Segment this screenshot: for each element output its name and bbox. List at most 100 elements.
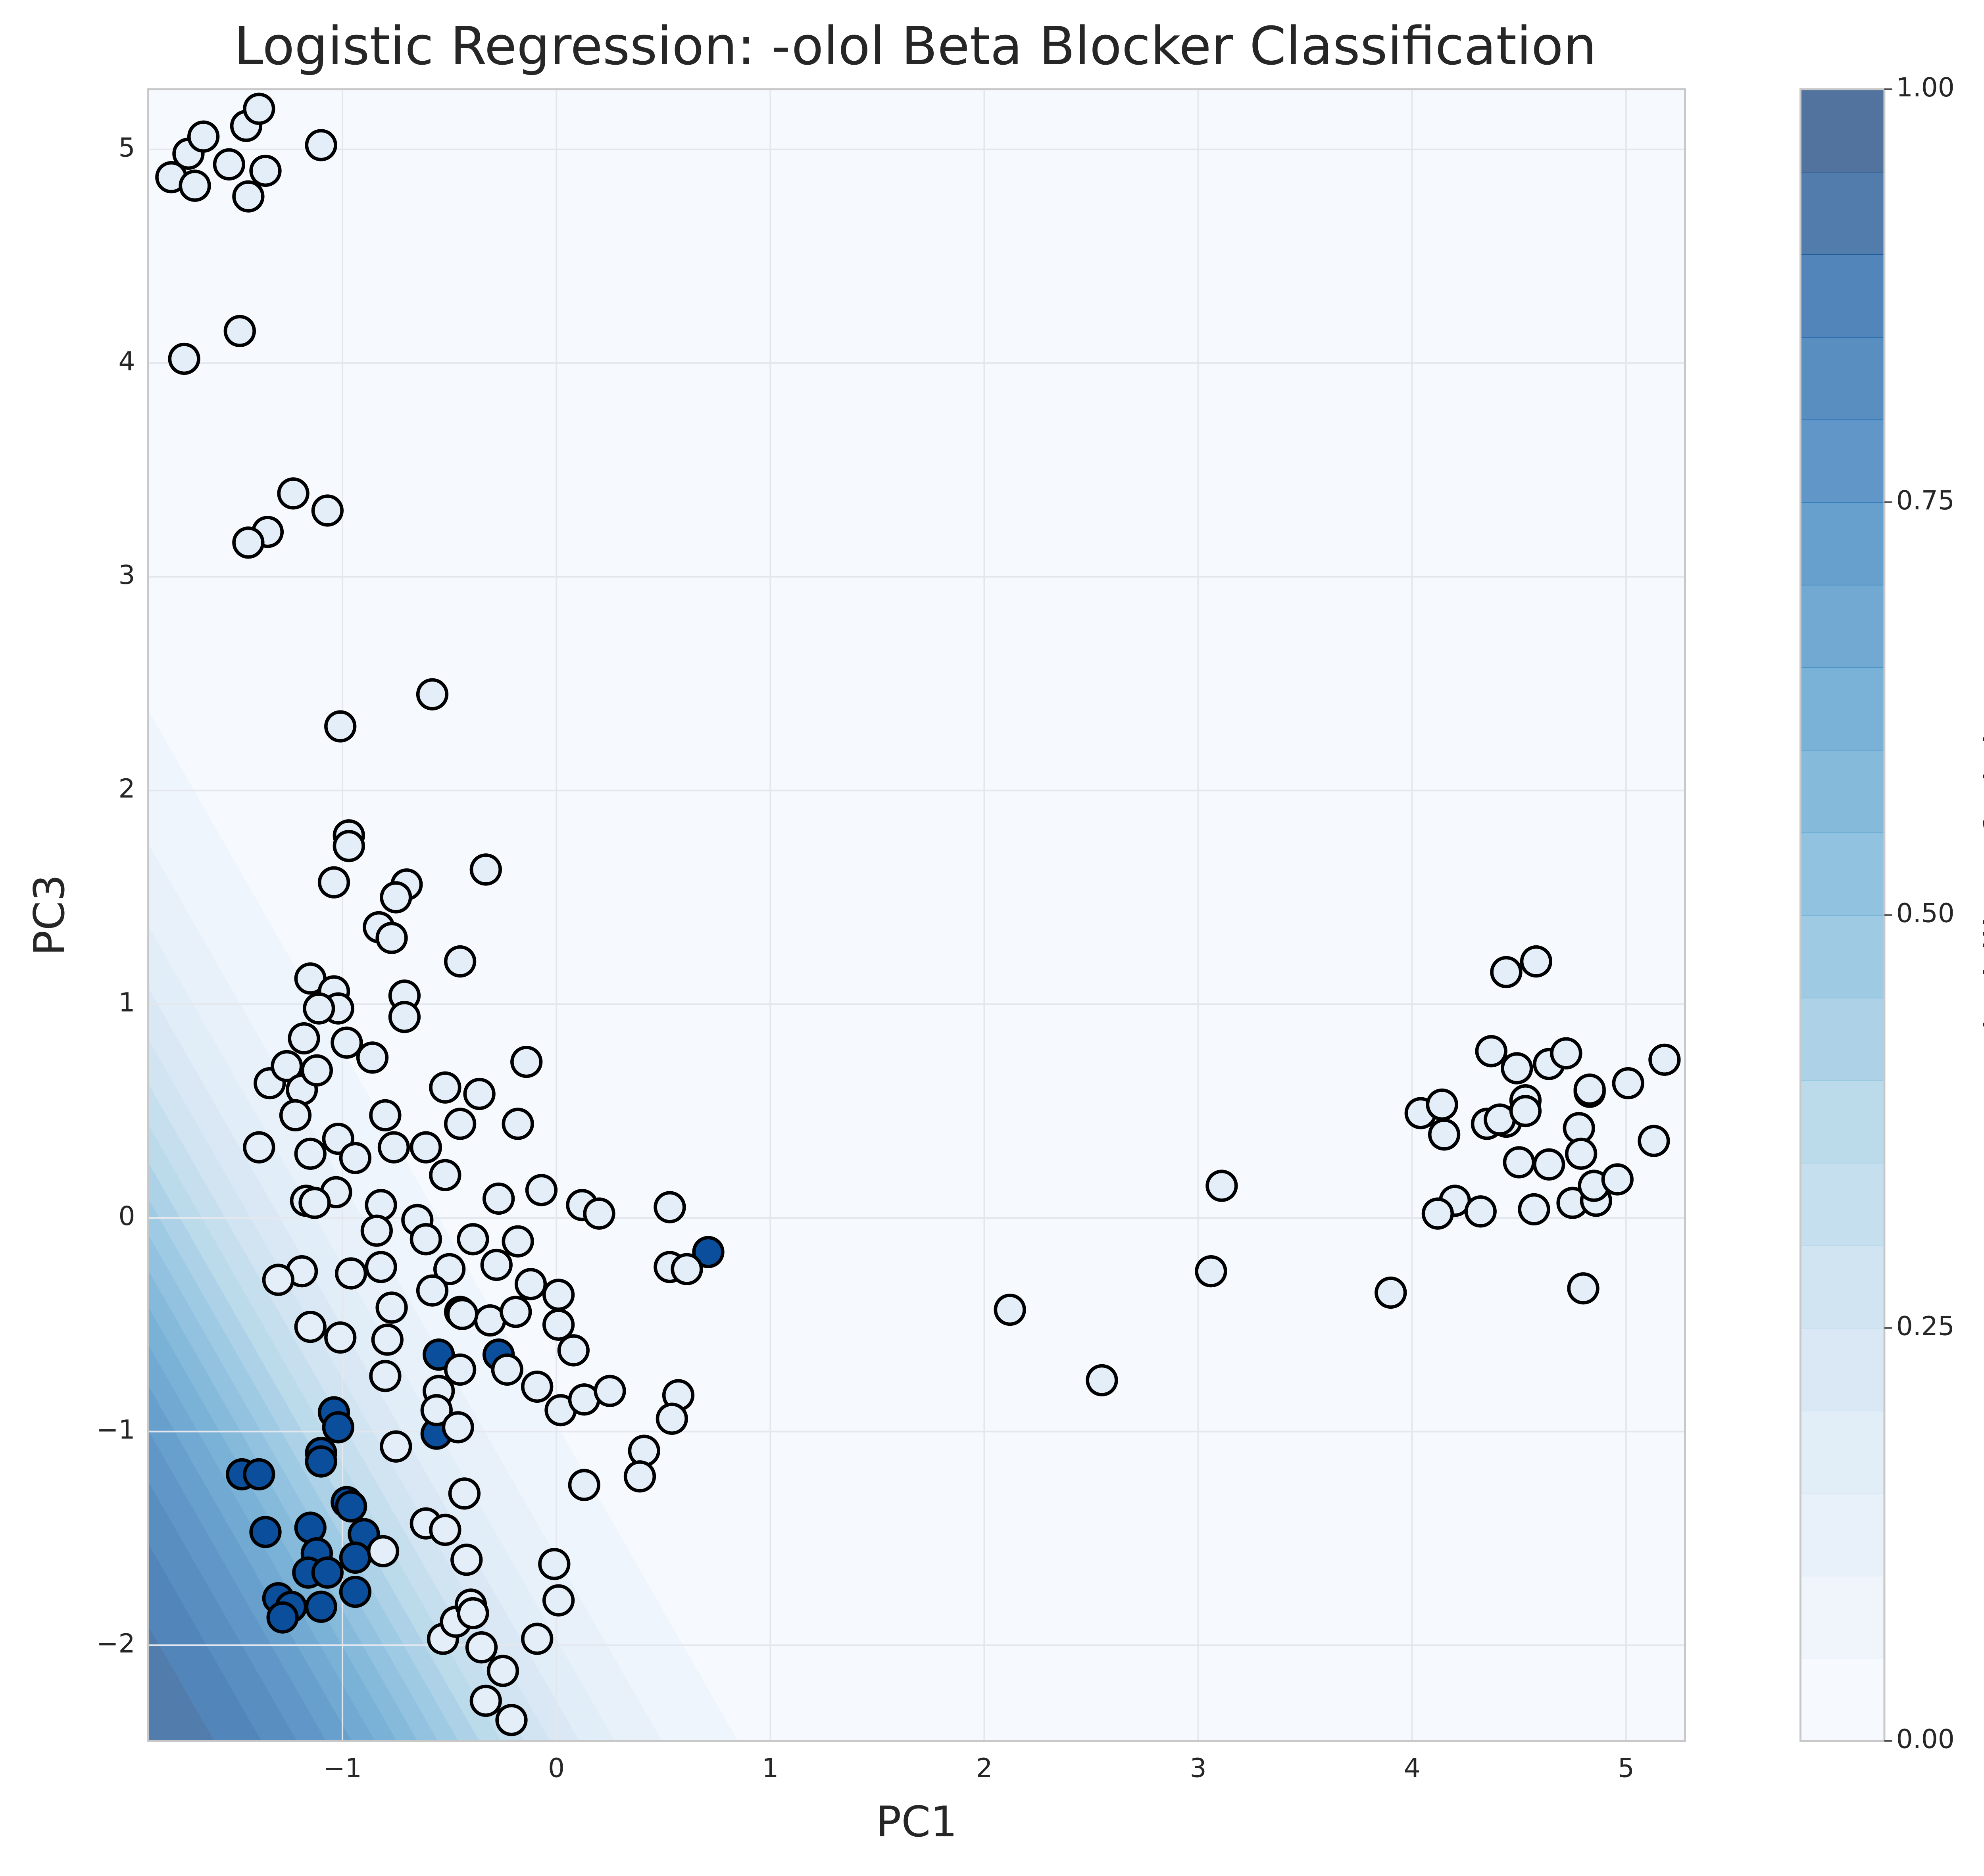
data-point	[1648, 1043, 1681, 1076]
data-point	[1503, 1146, 1535, 1179]
data-point	[469, 853, 502, 886]
data-point	[311, 494, 344, 527]
data-point	[187, 120, 220, 153]
data-point	[243, 1458, 275, 1491]
data-point	[223, 315, 256, 348]
data-point	[1573, 1073, 1606, 1106]
data-point	[1086, 1364, 1118, 1396]
data-point	[375, 1291, 408, 1324]
y-tick-label: 4	[118, 346, 135, 376]
data-point	[333, 830, 365, 862]
data-point	[367, 1535, 400, 1567]
data-point	[294, 1311, 327, 1343]
data-point	[542, 1279, 575, 1311]
data-point	[1428, 1118, 1461, 1151]
data-point	[360, 1214, 393, 1247]
x-tick-label: 3	[1190, 1753, 1207, 1783]
data-point	[303, 992, 335, 1025]
data-point	[1550, 1037, 1582, 1070]
data-point	[380, 881, 412, 914]
colorbar-band	[1800, 171, 1884, 255]
data-point	[1426, 1088, 1458, 1121]
data-point	[420, 1394, 453, 1427]
data-point	[179, 169, 211, 202]
data-point	[213, 148, 245, 180]
y-axis-label: PC3	[25, 874, 74, 956]
colorbar-tick-label: 0.75	[1896, 485, 1955, 516]
data-point	[277, 477, 310, 510]
data-point	[279, 1099, 312, 1132]
data-point	[692, 1236, 725, 1268]
colorbar-band	[1800, 915, 1884, 998]
data-point	[335, 1257, 367, 1290]
data-point	[429, 1071, 461, 1104]
data-point	[168, 342, 200, 375]
colorbar-band	[1800, 1163, 1884, 1246]
data-point	[538, 1548, 571, 1580]
x-tick-label: 2	[976, 1753, 992, 1783]
data-point	[249, 154, 282, 187]
data-point	[249, 1516, 282, 1548]
colorbar-band	[1800, 584, 1884, 668]
colorbar-band	[1800, 1245, 1884, 1329]
data-point	[365, 1189, 397, 1221]
data-point	[463, 1077, 496, 1110]
data-point	[1638, 1125, 1670, 1157]
colorbar-tick-label: 1.00	[1896, 72, 1955, 103]
colorbar-tick-label: 0.25	[1896, 1311, 1955, 1342]
data-point	[324, 710, 357, 743]
data-point	[388, 1000, 421, 1033]
x-tick-label: 4	[1404, 1753, 1421, 1783]
data-point	[1567, 1272, 1600, 1305]
data-point	[339, 1575, 372, 1608]
data-point	[305, 1445, 337, 1478]
data-point	[446, 1298, 479, 1331]
data-point	[542, 1308, 575, 1341]
data-point	[594, 1375, 626, 1407]
colorbar-band	[1800, 1410, 1884, 1494]
colorbar-band	[1800, 502, 1884, 586]
data-point	[491, 1353, 523, 1386]
data-point	[1612, 1067, 1644, 1100]
data-point	[416, 678, 449, 710]
data-point	[457, 1597, 489, 1630]
data-point	[510, 1046, 543, 1078]
data-point	[380, 1430, 412, 1463]
data-point	[317, 866, 350, 899]
data-point	[542, 1584, 575, 1617]
data-point	[311, 1556, 344, 1589]
y-tick-label: 0	[118, 1201, 135, 1231]
data-point	[1601, 1163, 1634, 1196]
data-point	[324, 1321, 357, 1354]
colorbar-band	[1800, 1658, 1884, 1742]
y-tick-label: 3	[118, 560, 135, 590]
data-point	[1475, 1035, 1507, 1068]
data-point	[377, 1131, 410, 1164]
data-point	[1520, 945, 1553, 978]
data-point	[1205, 1169, 1238, 1202]
y-tick-label: 1	[118, 987, 135, 1018]
colorbar-band	[1800, 254, 1884, 338]
data-point	[568, 1469, 600, 1501]
data-point	[502, 1108, 534, 1140]
data-point	[243, 92, 275, 125]
colorbar-band	[1800, 667, 1884, 751]
data-point	[583, 1197, 615, 1230]
colorbar-tick-label: 0.50	[1896, 898, 1955, 929]
plot-frame	[147, 88, 1686, 1742]
data-point	[450, 1544, 483, 1576]
data-point	[502, 1225, 534, 1258]
data-point	[371, 1323, 404, 1356]
colorbar-tick-label: 0.00	[1896, 1724, 1955, 1755]
colorbar-band	[1800, 1576, 1884, 1659]
data-point	[1565, 1137, 1598, 1170]
data-point	[1375, 1276, 1407, 1309]
data-point	[483, 1182, 515, 1215]
data-point	[335, 1490, 367, 1523]
data-point	[288, 1022, 320, 1055]
data-point	[480, 1248, 513, 1281]
data-point	[486, 1655, 519, 1687]
data-point	[525, 1174, 558, 1206]
x-tick-label: −1	[323, 1753, 361, 1783]
